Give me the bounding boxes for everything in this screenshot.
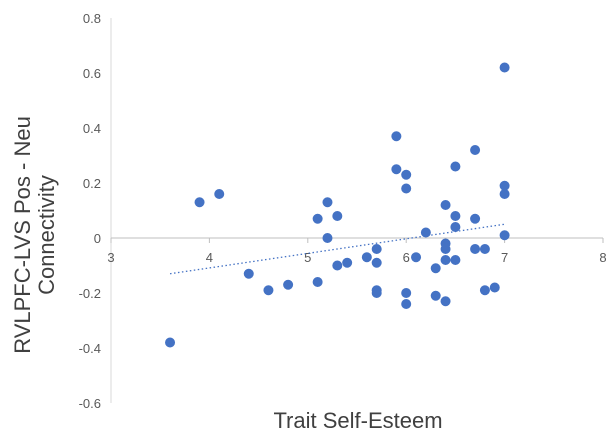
y-axis-title-line-1: RVLPFC-LVS Pos - Neu — [10, 116, 35, 354]
data-point — [440, 296, 451, 307]
data-point — [342, 257, 353, 268]
data-point — [499, 62, 510, 73]
data-point — [322, 233, 333, 243]
data-point — [489, 282, 500, 293]
data-point — [401, 288, 412, 298]
data-point — [470, 213, 481, 224]
data-point — [440, 255, 451, 265]
data-point — [312, 277, 323, 287]
data-point — [430, 290, 441, 301]
data-point — [322, 197, 333, 208]
y-tick-label: -0.6 — [79, 396, 101, 411]
data-point — [411, 252, 422, 263]
data-point — [470, 145, 481, 155]
y-tick-label: -0.4 — [79, 341, 101, 356]
data-point — [194, 197, 205, 208]
data-point — [470, 244, 481, 254]
data-point — [371, 257, 382, 268]
data-point — [401, 169, 412, 180]
data-point — [499, 189, 510, 199]
y-tick-label: -0.2 — [79, 286, 101, 301]
data-point — [450, 255, 461, 265]
data-point — [391, 131, 402, 142]
data-point — [243, 268, 254, 279]
x-tick-label: 5 — [304, 250, 311, 265]
data-point — [283, 279, 294, 290]
data-point — [430, 263, 441, 274]
y-tick-label: 0.2 — [83, 176, 101, 191]
data-point — [450, 211, 461, 221]
x-tick-label: 8 — [599, 250, 606, 265]
data-point — [499, 180, 510, 191]
data-point — [332, 211, 343, 221]
data-point — [499, 230, 510, 241]
data-point — [371, 244, 382, 254]
data-point — [312, 213, 323, 224]
y-tick-label: 0.8 — [83, 11, 101, 26]
y-tick-label: 0.6 — [83, 66, 101, 81]
x-axis: 3 4 5 6 7 8 — [107, 237, 607, 265]
y-tick-label: 0.4 — [83, 121, 101, 136]
data-point — [440, 200, 451, 210]
x-tick-label: 4 — [206, 250, 213, 265]
x-axis-title: Trait Self-Esteem — [273, 408, 442, 433]
data-point — [332, 260, 343, 271]
data-point — [440, 244, 451, 254]
y-axis: -0.6 -0.4 -0.2 0 0.2 0.4 0.6 0.8 — [79, 11, 112, 411]
y-axis-title-line-2: Connectivity — [34, 175, 59, 295]
y-tick-label: 0 — [94, 231, 101, 246]
data-point — [479, 285, 490, 296]
x-tick-label: 3 — [107, 250, 114, 265]
trendline-group — [169, 223, 505, 275]
data-points — [165, 62, 510, 348]
y-axis-title: RVLPFC-LVS Pos - Neu Connectivity — [10, 116, 59, 354]
data-point — [391, 164, 402, 175]
data-point — [450, 222, 461, 232]
data-point — [361, 252, 372, 263]
data-point — [420, 227, 431, 238]
data-point — [401, 299, 412, 309]
data-point — [371, 288, 382, 298]
x-tick-label: 7 — [501, 250, 508, 265]
trendline — [169, 223, 505, 275]
x-tick-label: 6 — [403, 250, 410, 265]
data-point — [450, 161, 461, 172]
data-point — [479, 244, 490, 254]
data-point — [263, 285, 274, 296]
data-point — [401, 183, 412, 194]
data-point — [214, 189, 225, 199]
data-point — [165, 337, 176, 348]
